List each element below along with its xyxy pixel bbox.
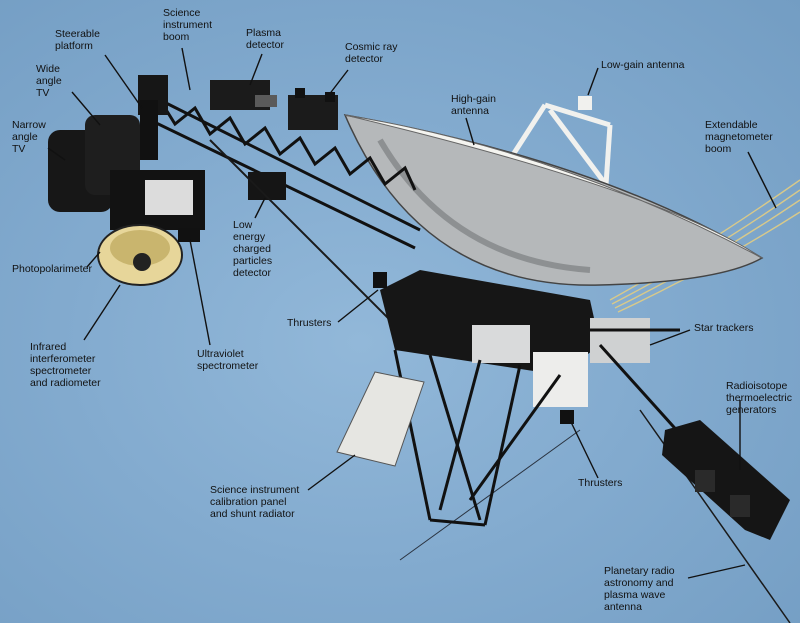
calibration-panel [336, 371, 425, 467]
label-planetary-radio-antenna: Planetary radio astronomy and plasma wav… [604, 565, 675, 613]
leader-lines [47, 47, 777, 579]
ultraviolet-spectrometer-box [178, 228, 200, 242]
label-radioisotope-generators: Radioisotope thermoelectric generators [726, 380, 792, 416]
label-low-energy-charged-particles-detector: Low energy charged particles detector [233, 219, 273, 279]
bus-panel-a [472, 325, 530, 363]
infrared-dish-inner [110, 230, 170, 266]
label-high-gain-antenna: High-gain antenna [451, 93, 496, 117]
high-gain-dish-rim [344, 114, 763, 259]
label-science-instrument-boom: Science instrument boom [163, 7, 213, 43]
label-low-gain-antenna: Low-gain antenna [601, 59, 685, 71]
label-narrow-angle-tv: Narrow angle TV [12, 119, 46, 155]
cosmic-ray-sensor-a [295, 88, 305, 98]
rtg-assembly [662, 420, 790, 540]
label-extendable-magnetometer-boom: Extendable magnetometer boom [705, 119, 773, 155]
dish-shading [377, 138, 591, 273]
spacecraft-bus [380, 270, 600, 375]
label-thrusters-upper: Thrusters [287, 317, 332, 329]
label-thrusters-lower: Thrusters [578, 477, 623, 489]
label-star-trackers: Star trackers [694, 322, 754, 334]
label-calibration-panel: Science instrument calibration panel and… [210, 484, 300, 520]
thruster-upper [373, 272, 387, 288]
star-tracker-housing [590, 318, 650, 363]
lecp-detector-box [248, 172, 286, 200]
spacecraft-struts [393, 328, 692, 527]
label-steerable-platform: Steerable platform [55, 28, 100, 52]
low-gain-antenna [578, 96, 592, 110]
thruster-lower [560, 410, 574, 424]
label-ultraviolet-spectrometer: Ultraviolet spectrometer [197, 348, 259, 372]
steerable-platform-arm [140, 100, 158, 160]
photopolarimeter-lens [133, 253, 151, 271]
label-wide-angle-tv: Wide angle TV [36, 63, 62, 99]
boom-strut [209, 139, 391, 321]
plasma-detector-sensor [255, 95, 277, 107]
cosmic-ray-sensor-b [325, 92, 335, 102]
label-infrared-interferometer: Infrared interferometer spectrometer and… [30, 341, 101, 389]
label-plasma-detector: Plasma detector [246, 27, 284, 51]
label-photopolarimeter: Photopolarimeter [12, 263, 92, 275]
lower-antenna-rod [399, 429, 581, 561]
scan-platform-panel [145, 180, 193, 215]
label-cosmic-ray-detector: Cosmic ray detector [345, 41, 398, 65]
high-gain-dish-underside [343, 114, 764, 286]
